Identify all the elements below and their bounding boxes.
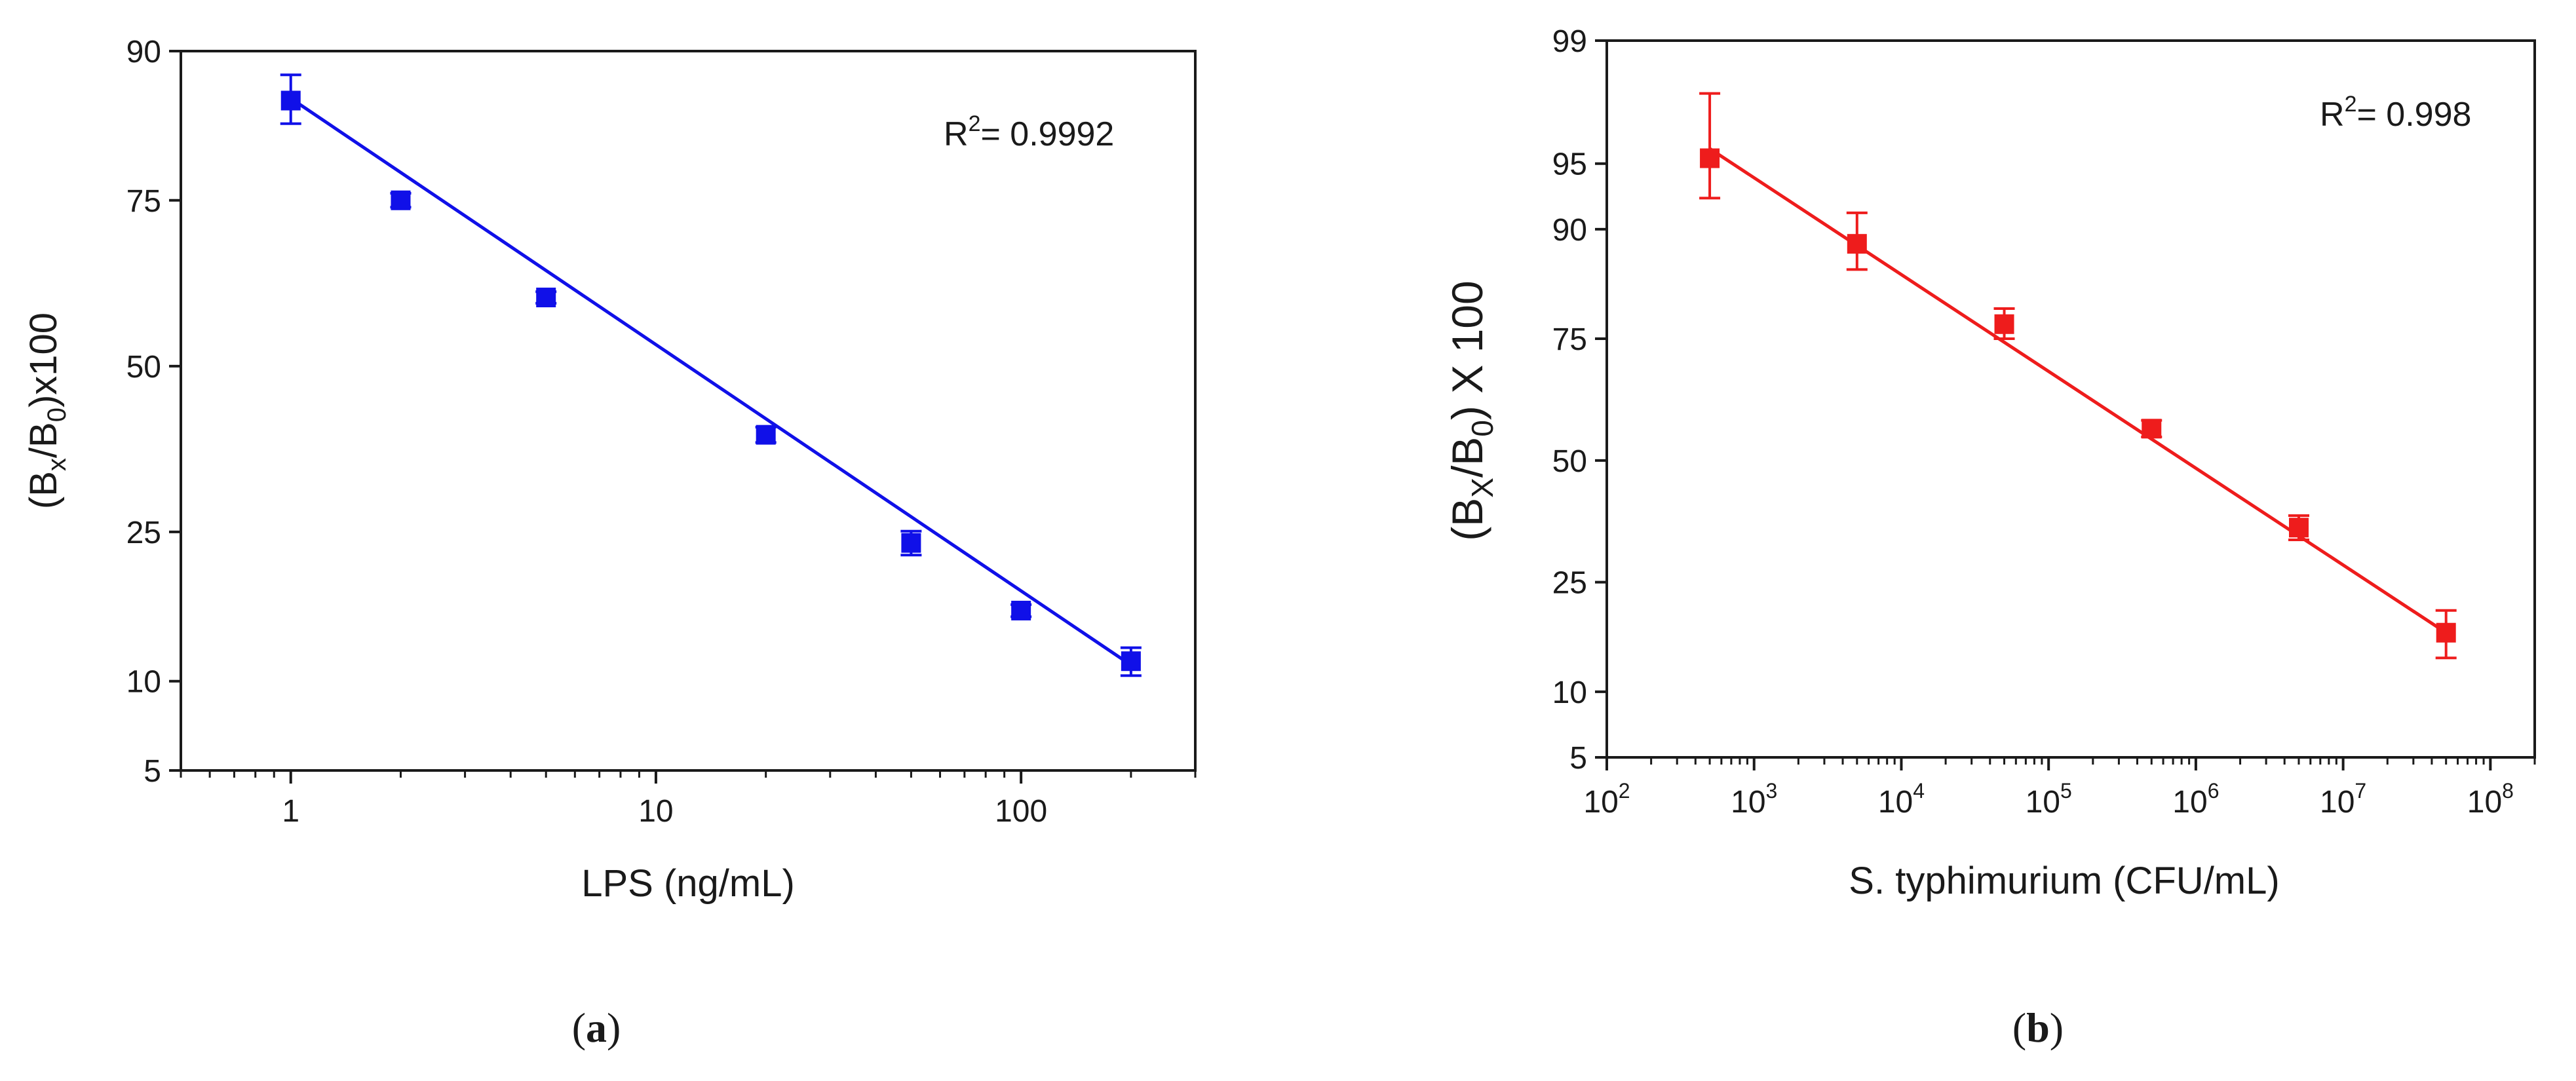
plot-area-b <box>1605 39 2536 759</box>
y-axis-label-a: (Bx/B0)x100 <box>22 313 71 509</box>
data-point <box>1700 148 1720 168</box>
data-point <box>1121 651 1141 672</box>
panel-caption-a: (a) <box>572 1004 621 1051</box>
y-tick-label: 5 <box>1569 741 1587 776</box>
y-tick-label: 75 <box>126 184 161 219</box>
y-tick-label: 5 <box>144 754 161 789</box>
data-point <box>2142 419 2162 439</box>
x-tick-label: 103 <box>1731 779 1777 820</box>
x-tick-label: 1 <box>282 794 299 829</box>
y-tick-label: 90 <box>1552 213 1587 248</box>
data-point <box>901 533 921 553</box>
x-tick-label: 108 <box>2467 779 2514 820</box>
x-tick-label: 100 <box>995 794 1047 829</box>
x-axis-label-a: LPS (ng/mL) <box>581 862 795 905</box>
data-point <box>391 190 411 210</box>
y-tick-label: 25 <box>1552 566 1587 601</box>
panel-caption-b: (b) <box>2012 1004 2064 1051</box>
y-axis-label-b: (BX/B0) X 100 <box>1443 280 1499 540</box>
data-point <box>536 288 556 308</box>
data-point <box>756 425 776 445</box>
x-axis-label-b: S. typhimurium (CFU/mL) <box>1849 860 2279 902</box>
data-point <box>1011 600 1031 620</box>
fit-line <box>290 97 1132 667</box>
x-tick-label: 10 <box>638 794 673 829</box>
y-tick-label: 75 <box>1552 322 1587 357</box>
annotation-r2-b: R2= 0.998 <box>2320 92 2471 134</box>
y-tick-label: 50 <box>126 350 161 385</box>
plot-area-a <box>180 50 1197 772</box>
data-point <box>280 90 301 111</box>
x-tick-label: 102 <box>1583 779 1630 820</box>
annotation-r2-a: R2= 0.9992 <box>944 111 1114 153</box>
y-tick-label: 10 <box>126 665 161 700</box>
y-tick-label: 90 <box>126 35 161 69</box>
y-tick-label: 95 <box>1552 147 1587 182</box>
x-tick-label: 105 <box>2026 779 2072 820</box>
x-tick-label: 107 <box>2320 779 2366 820</box>
data-point <box>2288 518 2309 538</box>
y-tick-label: 25 <box>126 516 161 550</box>
y-tick-label: 50 <box>1552 444 1587 479</box>
y-tick-label: 10 <box>1552 675 1587 710</box>
fit-line <box>1708 147 2448 634</box>
x-tick-label: 106 <box>2172 779 2219 820</box>
x-tick-label: 104 <box>1878 779 1925 820</box>
data-point <box>1847 234 1867 254</box>
chart-panel-b: 5 10 25 50 75 90 95 99 102 103 104 105 106 107 108 R2… <box>1443 24 2536 1051</box>
error-bar <box>1699 92 1721 200</box>
data-point <box>1994 314 2014 334</box>
y-tick-label: 99 <box>1552 24 1587 59</box>
data-point <box>2436 622 2456 643</box>
chart-panel-a: 5 10 25 50 75 90 1 10 100 R2= 0.9992 LPS (ng/mL… <box>22 35 1197 1051</box>
